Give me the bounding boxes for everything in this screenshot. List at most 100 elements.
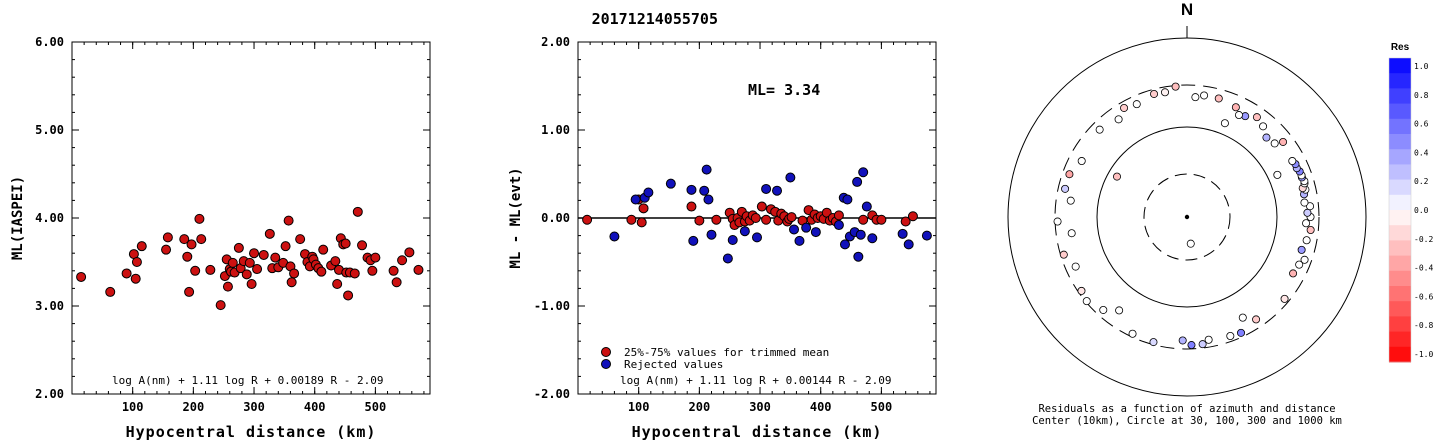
data-point <box>794 235 805 246</box>
colorbar-swatch <box>1389 179 1411 196</box>
colorbar-swatch <box>1389 255 1411 272</box>
y-tick-label: 2.00 <box>541 35 570 49</box>
data-point <box>370 252 381 263</box>
data-point <box>330 256 341 267</box>
data-point <box>179 234 190 245</box>
polar-caption-line2: Center (10km), Circle at 30, 100, 300 an… <box>1032 415 1342 427</box>
data-point <box>686 201 697 212</box>
x-tick-label: 500 <box>365 400 387 414</box>
station-marker <box>1270 139 1279 148</box>
ring-300km <box>1054 84 1320 350</box>
data-point <box>772 185 783 196</box>
colorbar-label: 0.2 <box>1414 177 1429 186</box>
data-point <box>643 187 654 198</box>
data-point <box>233 242 244 253</box>
y-tick-label: 3.00 <box>35 299 64 313</box>
data-point <box>897 228 908 239</box>
station-marker <box>1077 286 1086 295</box>
station-marker <box>1187 341 1196 350</box>
x-tick-label: 100 <box>628 400 650 414</box>
legend-marker <box>601 359 611 369</box>
station-marker <box>1114 115 1123 124</box>
station-marker <box>1198 340 1207 349</box>
station-marker <box>1178 336 1187 345</box>
y-axis-label: ML - ML(evt) <box>508 167 524 268</box>
station-marker <box>1300 198 1309 207</box>
colorbar-swatch <box>1389 316 1411 333</box>
station-marker <box>1273 170 1282 179</box>
station-marker <box>1295 260 1304 269</box>
station-marker <box>1252 113 1261 122</box>
colorbar-label: 0.8 <box>1414 91 1429 100</box>
data-point <box>761 183 772 194</box>
data-point <box>665 178 676 189</box>
data-point <box>391 277 402 288</box>
data-point <box>861 201 872 212</box>
data-point <box>752 232 762 243</box>
data-point <box>833 220 844 231</box>
data-point <box>332 279 343 289</box>
station-marker <box>1067 229 1076 238</box>
data-point <box>699 185 710 196</box>
station-marker <box>1128 329 1137 338</box>
colorbar-swatch <box>1389 134 1411 150</box>
data-point <box>397 255 408 266</box>
data-point <box>706 229 717 240</box>
station-marker <box>1065 170 1074 179</box>
colorbar-swatch <box>1389 194 1411 211</box>
station-marker <box>1302 219 1311 228</box>
data-point <box>413 264 424 275</box>
y-axis-label: ML(IASPEI) <box>10 176 26 260</box>
y-tick-label: -2.00 <box>534 387 570 401</box>
station-marker <box>1280 294 1289 303</box>
station-marker <box>1061 184 1070 193</box>
data-point <box>264 228 275 239</box>
data-point <box>286 277 297 288</box>
x-tick-label: 400 <box>304 400 326 414</box>
colorbar-label: -1.0 <box>1414 350 1433 359</box>
station-marker <box>1214 94 1223 103</box>
station-marker <box>1300 255 1309 264</box>
data-point <box>789 224 800 235</box>
data-point <box>701 164 712 175</box>
data-point <box>249 248 260 259</box>
station-marker <box>1306 202 1315 211</box>
page-title: 20171214055705 <box>592 10 718 28</box>
data-point <box>711 214 722 225</box>
colorbar-swatch <box>1389 331 1411 348</box>
data-point <box>388 265 399 276</box>
colorbar-frame <box>1388 57 1412 363</box>
data-point <box>921 230 932 241</box>
colorbar-label: -0.2 <box>1414 235 1433 244</box>
data-point <box>244 257 255 268</box>
station-marker <box>1234 111 1243 120</box>
data-point <box>318 244 329 255</box>
colorbar-label: 1.0 <box>1414 62 1429 71</box>
legend-label: Rejected values <box>624 358 723 371</box>
legend-label: 25%-75% values for trimmed mean <box>624 346 829 359</box>
data-point <box>630 194 641 205</box>
chart-ml-iaspei: 2.00 3.00 4.00 5.00 6.00 100 200 300 400 500 Hypoc… <box>10 35 431 441</box>
x-tick-label: 300 <box>749 400 771 414</box>
data-point <box>853 251 864 262</box>
colorbar-label: -0.6 <box>1414 292 1433 301</box>
legend-marker <box>601 347 611 357</box>
data-point <box>839 239 850 250</box>
data-point <box>136 241 147 252</box>
x-tick-label: 100 <box>122 400 144 414</box>
station-marker <box>1302 236 1311 245</box>
data-point <box>903 239 914 250</box>
data-point <box>842 194 853 205</box>
data-point <box>694 215 705 226</box>
station-marker <box>1171 82 1180 91</box>
data-point <box>636 217 647 228</box>
data-point <box>367 265 378 276</box>
ring-30km <box>1143 173 1231 261</box>
formula-text: log A(nm) + 1.11 log R + 0.00144 R - 2.0… <box>620 374 892 387</box>
colorbar-swatch <box>1389 346 1411 363</box>
data-point <box>750 213 761 223</box>
data-point <box>626 214 637 225</box>
data-point <box>182 251 193 262</box>
data-point <box>810 227 821 238</box>
colorbar-label: 0.6 <box>1414 120 1429 129</box>
